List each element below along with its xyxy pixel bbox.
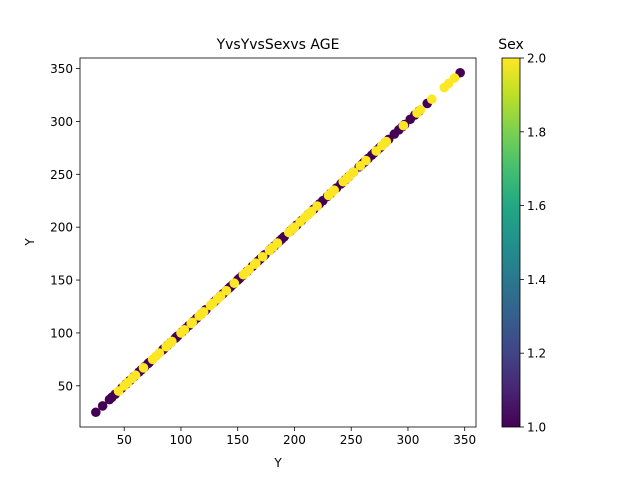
data-point	[97, 401, 108, 411]
data-point	[257, 251, 268, 262]
y-tick-label: 250	[50, 168, 73, 182]
colorbar-label: Sex	[498, 37, 524, 53]
colorbar-tick-label: 1.2	[527, 347, 546, 361]
x-tick-label: 100	[170, 433, 193, 447]
x-tick-label: 300	[397, 433, 420, 447]
data-point	[272, 238, 283, 248]
colorbar-tick-label: 1.8	[527, 125, 546, 139]
y-axis-label: Y	[23, 238, 37, 247]
y-tick-label: 100	[50, 326, 73, 340]
data-point	[167, 336, 177, 347]
x-axis-label: Y	[273, 456, 282, 470]
data-point	[221, 285, 232, 296]
data-point	[348, 167, 359, 177]
data-point	[381, 136, 392, 147]
data-point	[426, 94, 437, 104]
data-point	[251, 258, 261, 268]
x-tick-label: 350	[453, 433, 476, 447]
y-tick-label: 350	[50, 62, 73, 76]
data-point	[449, 73, 460, 83]
y-tick-label: 150	[50, 274, 73, 288]
data-point	[187, 317, 198, 328]
data-point	[154, 348, 165, 358]
colorbar-tick-label: 2.0	[527, 52, 546, 66]
x-tick-label: 50	[117, 433, 132, 447]
colorbar-tick-label: 1.4	[527, 273, 546, 287]
chart-title: YvsYvsSexvs AGE	[216, 37, 340, 53]
y-tick-label: 200	[50, 221, 73, 235]
data-point	[130, 370, 141, 381]
x-tick-label: 250	[340, 433, 363, 447]
data-point	[179, 324, 190, 335]
colorbar	[501, 57, 521, 428]
colorbar-tick-label: 1.6	[527, 199, 546, 213]
colorbar-tick-label: 1.0	[527, 421, 546, 435]
y-tick-label: 50	[58, 379, 73, 393]
x-tick-label: 200	[283, 433, 306, 447]
data-point	[229, 278, 240, 289]
data-point	[329, 185, 339, 195]
data-point	[91, 407, 101, 418]
y-tick-label: 300	[50, 115, 73, 129]
data-point	[398, 120, 409, 131]
x-tick-label: 150	[226, 433, 249, 447]
data-point	[138, 363, 149, 373]
data-point	[361, 155, 371, 166]
data-point	[312, 201, 322, 211]
data-point	[415, 104, 426, 115]
data-point	[198, 306, 209, 317]
plot-frame	[79, 57, 477, 428]
